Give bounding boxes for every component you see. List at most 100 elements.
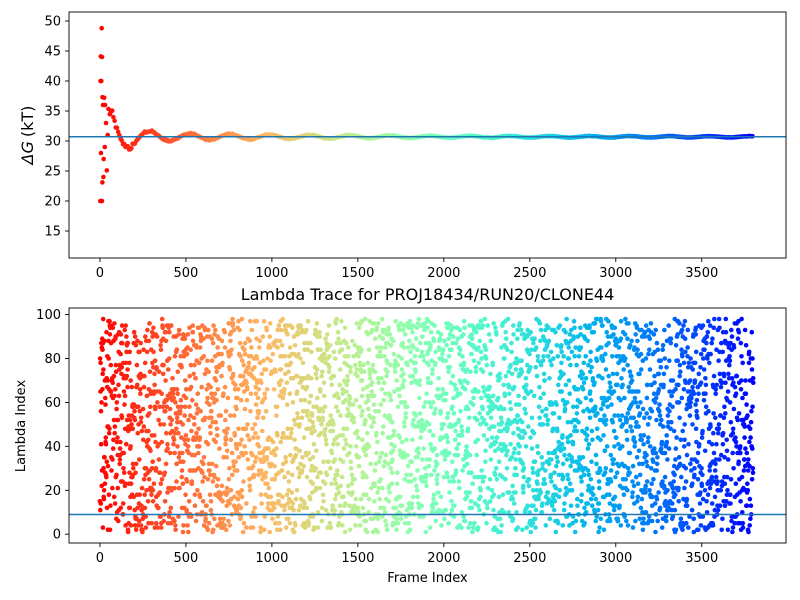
lambda-point: [310, 419, 315, 425]
lambda-point: [345, 354, 351, 359]
lambda-point: [743, 343, 749, 348]
lambda-point: [544, 406, 549, 412]
lambda-point: [270, 351, 276, 357]
lambda-point: [333, 404, 339, 410]
lambda-point: [647, 444, 653, 449]
lambda-point: [670, 378, 676, 383]
lambda-point: [242, 444, 247, 449]
lambda-point: [499, 419, 505, 425]
lambda-point: [673, 343, 679, 348]
lambda-point: [388, 466, 394, 471]
lambda-point: [197, 435, 203, 440]
lambda-point: [434, 452, 440, 458]
lambda-point: [353, 523, 358, 528]
lambda-point: [280, 316, 286, 322]
lambda-point: [397, 494, 403, 500]
lambda-point: [279, 327, 284, 333]
lambda-point: [325, 332, 330, 337]
lambda-point: [401, 327, 406, 333]
lambda-point: [738, 387, 744, 392]
lambda-point: [445, 411, 451, 416]
lambda-point: [478, 318, 484, 324]
lambda-point: [597, 525, 602, 530]
lambda-point: [352, 477, 357, 482]
lambda-point: [366, 510, 371, 515]
lambda-point: [329, 481, 334, 487]
lambda-point: [194, 430, 199, 436]
lambda-point: [419, 334, 425, 339]
lambda-point: [112, 430, 117, 436]
lambda-point: [211, 323, 216, 328]
lambda-point: [337, 367, 343, 372]
lambda-point: [228, 338, 233, 344]
lambda-point: [541, 391, 546, 397]
lambda-point: [245, 422, 250, 427]
lambda-point: [227, 523, 233, 528]
lambda-point: [686, 441, 691, 447]
lambda-point: [374, 325, 380, 331]
lambda-point: [268, 494, 274, 500]
lambda-point: [750, 404, 755, 410]
lambda-point: [641, 441, 646, 447]
lambda-point: [681, 360, 687, 366]
lambda-point: [176, 332, 181, 337]
lambda-point: [262, 395, 268, 401]
lambda-point: [676, 499, 681, 504]
lambda-point: [392, 444, 397, 449]
lambda-point: [430, 371, 435, 377]
lambda-point: [626, 321, 631, 326]
lambda-point: [537, 321, 543, 326]
lambda-point: [694, 408, 699, 414]
lambda-point: [735, 336, 741, 342]
lambda-point: [523, 376, 529, 381]
lambda-point: [547, 516, 553, 522]
lambda-point: [105, 378, 110, 383]
lambda-point: [348, 365, 353, 370]
lambda-point: [113, 387, 118, 392]
lambda-point: [352, 362, 358, 368]
lambda-point: [172, 485, 177, 491]
lambda-point: [530, 466, 535, 471]
lambda-point: [528, 529, 534, 535]
lambda-point: [374, 345, 380, 350]
lambda-point: [158, 514, 163, 519]
lambda-point: [322, 481, 328, 487]
lambda-point: [157, 404, 162, 410]
lambda-point: [323, 336, 328, 342]
lambda-point: [648, 466, 654, 471]
lambda-point: [402, 477, 407, 482]
lambda-point: [447, 490, 452, 495]
lambda-point: [467, 490, 472, 495]
lambda-point: [602, 470, 608, 476]
lambda-point: [531, 393, 537, 399]
lambda-point: [444, 343, 449, 348]
lambda-point: [574, 362, 579, 368]
lambda-point: [378, 477, 383, 482]
lambda-point: [342, 529, 348, 535]
lambda-point: [520, 527, 525, 533]
lambda-point: [378, 402, 384, 407]
lambda-point: [280, 494, 285, 500]
lambda-point: [493, 325, 498, 331]
lambda-point: [379, 345, 384, 350]
lambda-point: [402, 424, 407, 429]
lambda-point: [461, 332, 466, 337]
lambda-point: [241, 520, 247, 526]
lambda-point: [624, 417, 630, 423]
lambda-point: [208, 384, 213, 390]
lambda-point: [571, 334, 576, 339]
lambda-point: [321, 459, 326, 465]
lambda-point: [247, 483, 252, 489]
lambda-point: [593, 452, 599, 458]
lambda-point: [658, 358, 663, 364]
lambda-point: [364, 384, 370, 390]
lambda-point: [426, 422, 432, 427]
lambda-point: [488, 338, 494, 344]
lambda-point: [526, 424, 531, 429]
lambda-point: [398, 516, 404, 522]
lambda-point: [388, 393, 393, 399]
lambda-point: [226, 518, 231, 524]
lambda-point: [529, 347, 534, 353]
lambda-point: [446, 520, 451, 526]
lambda-point: [417, 378, 423, 383]
